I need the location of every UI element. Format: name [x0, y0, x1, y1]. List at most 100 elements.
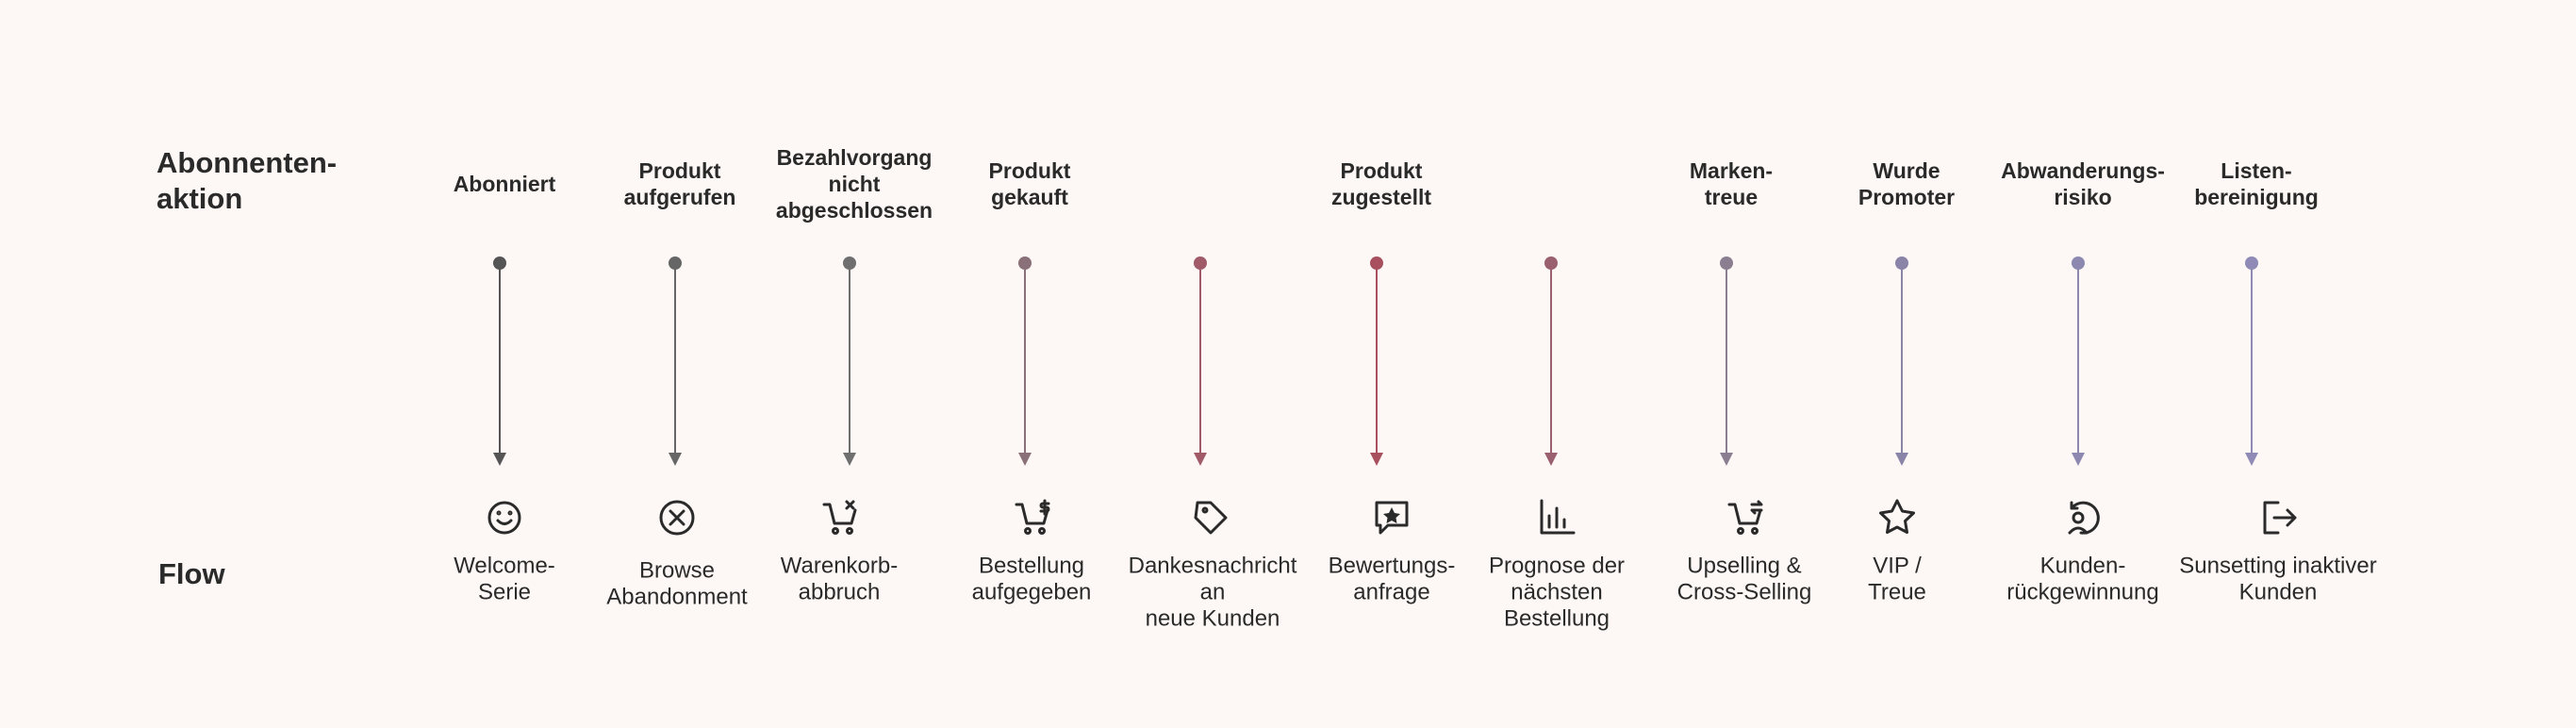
icon-part — [1737, 527, 1744, 535]
icon-part — [845, 500, 855, 510]
flow-label: Bestellung — [1504, 605, 1610, 631]
flow-label: Bewertungs- — [1329, 553, 1456, 578]
icon-part — [659, 500, 695, 536]
flow-label: Prognose der — [1489, 553, 1625, 578]
icon-part — [1750, 500, 1763, 515]
flow-label: Welcome- — [454, 553, 555, 578]
action-label: Listen- — [2221, 158, 2291, 183]
flow-label: Bestellung — [979, 553, 1084, 578]
action-label: risiko — [2054, 185, 2111, 209]
action-label: Marken- — [1690, 158, 1773, 183]
flow-label: Kunden — [2239, 579, 2318, 604]
flow-label: Upselling & — [1687, 553, 1801, 578]
action-label: abgeschlossen — [776, 198, 933, 223]
icon-part — [2072, 511, 2085, 524]
action-label: gekauft — [991, 185, 1068, 209]
node — [1720, 256, 1733, 270]
icon-part — [496, 510, 502, 516]
node — [2245, 256, 2258, 270]
icon-part — [822, 503, 857, 525]
arrow-head — [2072, 453, 2085, 466]
node — [1370, 256, 1383, 270]
action-label: zugestellt — [1331, 185, 1431, 209]
node — [1018, 256, 1032, 270]
arrow-head — [1194, 453, 1207, 466]
flow-label: rückgewinnung — [2006, 579, 2158, 604]
icon-part — [1879, 499, 1915, 534]
row-label: Flow — [158, 557, 225, 590]
icon-part — [1751, 527, 1759, 535]
icon-part — [487, 501, 521, 535]
arrow-head — [493, 453, 506, 466]
icon-part — [1727, 503, 1762, 525]
flow-icon — [822, 500, 857, 535]
node — [843, 256, 856, 270]
flow-label: VIP / — [1873, 553, 1922, 578]
icon-part — [1038, 527, 1046, 535]
icon-part — [1039, 499, 1050, 516]
action-label: Bezahlvorgang — [777, 145, 933, 170]
icon-part — [832, 527, 839, 535]
arrow-head — [1544, 453, 1558, 466]
arrow-head — [843, 453, 856, 466]
flow-label: Sunsetting inaktiver — [2179, 553, 2376, 578]
icon-part — [1024, 527, 1032, 535]
flow-icon — [1540, 499, 1576, 535]
flow-label: abbruch — [799, 579, 881, 604]
flow-icon — [2068, 501, 2100, 535]
action-label: Abonniert — [454, 172, 556, 196]
icon-part — [1540, 499, 1576, 535]
action-label: Produkt — [1341, 158, 1423, 183]
icon-part — [1015, 503, 1049, 525]
flow-label: neue Kunden — [1146, 605, 1280, 631]
arrow-head — [669, 453, 682, 466]
flow-label: Serie — [478, 579, 531, 604]
icon-part — [1201, 506, 1209, 514]
action-label: treue — [1705, 185, 1758, 209]
node — [1544, 256, 1558, 270]
action-label: Promoter — [1858, 185, 1955, 209]
icon-part — [1375, 501, 1409, 535]
action-label: Wurde — [1873, 158, 1940, 183]
icon-part — [2068, 501, 2100, 535]
flow-label: Warenkorb- — [781, 553, 898, 578]
flow-icon — [1727, 500, 1763, 535]
flow-label: Browse — [639, 557, 715, 583]
node — [1895, 256, 1908, 270]
arrow-head — [1720, 453, 1733, 466]
icon-part — [1194, 501, 1228, 535]
action-label: aufgerufen — [624, 185, 736, 209]
flow-label: Cross-Selling — [1677, 579, 1812, 604]
flow-icon — [1879, 499, 1915, 534]
flow-icon — [659, 500, 695, 536]
node — [669, 256, 682, 270]
icon-part — [507, 510, 513, 516]
action-label: Produkt — [989, 158, 1071, 183]
action-label: nicht — [829, 172, 881, 196]
action-label: Produkt — [639, 158, 721, 183]
flow-label: anfrage — [1353, 579, 1429, 604]
flow-icon — [1015, 499, 1050, 535]
icon-part — [669, 509, 685, 526]
flow-icon — [2263, 501, 2297, 535]
flow-icon — [1194, 501, 1228, 535]
arrow-head — [1895, 453, 1908, 466]
flow-label: nächsten — [1511, 579, 1602, 604]
icon-part — [496, 519, 513, 525]
action-label: Abwanderungs- — [2001, 158, 2165, 183]
action-label: bereinigung — [2194, 185, 2319, 209]
node — [1194, 256, 1207, 270]
flow-label: Kunden- — [2040, 553, 2126, 578]
flow-icon — [487, 501, 521, 535]
flow-icon — [1375, 501, 1409, 535]
icon-part — [2263, 501, 2297, 535]
flow-label: Treue — [1868, 579, 1926, 604]
icon-part — [1383, 507, 1400, 523]
arrow-head — [2245, 453, 2258, 466]
node — [2072, 256, 2085, 270]
flow-label: an — [1200, 579, 1226, 604]
icon-part — [846, 527, 853, 535]
arrow-head — [1018, 453, 1032, 466]
row-label: aktion — [157, 182, 242, 215]
